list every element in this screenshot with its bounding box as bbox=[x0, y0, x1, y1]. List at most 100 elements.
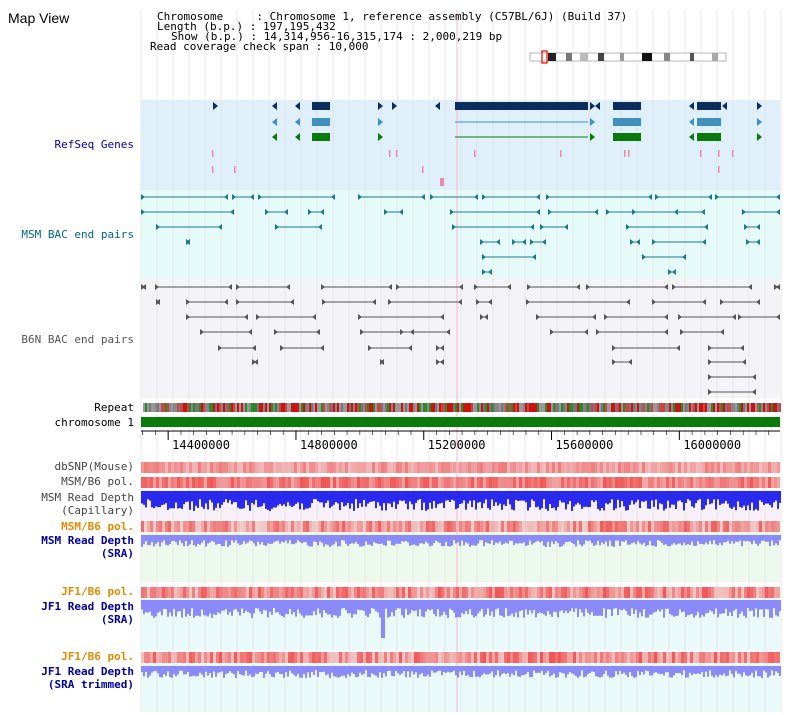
heat-cell bbox=[768, 477, 771, 488]
jf1-depth-trim-label[interactable]: JF1 Read Depth bbox=[41, 665, 134, 678]
chromosome-label[interactable]: chromosome 1 bbox=[54, 416, 134, 429]
msm-b6-pol-label-1[interactable]: MSM/B6 pol. bbox=[61, 475, 134, 488]
heat-cell bbox=[204, 587, 207, 598]
depth-bar bbox=[757, 666, 759, 677]
heat-cell bbox=[765, 521, 768, 532]
dbsnp-label[interactable]: dbSNP(Mouse) bbox=[54, 460, 134, 473]
depth-bar bbox=[747, 600, 749, 609]
depth-bar bbox=[207, 666, 209, 676]
heat-cell bbox=[696, 521, 699, 532]
repeat-block bbox=[697, 403, 699, 412]
depth-bar bbox=[457, 666, 459, 678]
heat-cell bbox=[552, 462, 555, 473]
msm-b6-pol-label-2[interactable]: MSM/B6 pol. bbox=[61, 520, 134, 533]
heat-cell bbox=[315, 462, 318, 473]
heat-cell bbox=[246, 521, 249, 532]
bac-end bbox=[452, 224, 456, 230]
depth-bar bbox=[669, 535, 671, 547]
jf1-b6-pol-label-1[interactable]: JF1/B6 pol. bbox=[61, 585, 134, 598]
heat-cell bbox=[195, 652, 198, 663]
heat-cell bbox=[777, 477, 780, 488]
depth-bar bbox=[347, 666, 349, 675]
depth-bar bbox=[323, 666, 325, 672]
depth-bar bbox=[561, 491, 563, 503]
bac-end bbox=[252, 345, 256, 351]
heat-cell bbox=[183, 477, 186, 488]
depth-bar bbox=[597, 491, 599, 509]
repeat-block bbox=[297, 403, 299, 412]
heat-cell bbox=[732, 521, 735, 532]
depth-bar bbox=[191, 666, 193, 677]
heat-cell bbox=[636, 652, 639, 663]
msm-depth-sra-label[interactable]: MSM Read Depth bbox=[41, 534, 134, 547]
heat-cell bbox=[348, 521, 351, 532]
heat-cell bbox=[525, 477, 528, 488]
depth-bar bbox=[159, 535, 161, 547]
jf1-b6-pol-label-2[interactable]: JF1/B6 pol. bbox=[61, 650, 134, 663]
heat-cell bbox=[624, 652, 627, 663]
depth-bar bbox=[227, 535, 229, 547]
bac-end bbox=[756, 224, 760, 230]
heat-cell bbox=[672, 477, 675, 488]
repeat-label[interactable]: Repeat bbox=[94, 401, 134, 414]
heat-cell bbox=[375, 477, 378, 488]
heat-cell bbox=[726, 477, 729, 488]
msm-depth-cap-label[interactable]: MSM Read Depth bbox=[41, 491, 134, 504]
depth-bar bbox=[201, 491, 203, 507]
heat-cell bbox=[753, 477, 756, 488]
bac-end bbox=[440, 345, 444, 351]
depth-bar bbox=[637, 600, 639, 618]
heat-cell bbox=[186, 652, 189, 663]
depth-bar bbox=[151, 666, 153, 673]
depth-bar bbox=[457, 491, 459, 509]
depth-bar bbox=[691, 491, 693, 507]
heat-cell bbox=[483, 477, 486, 488]
repeat-block bbox=[721, 403, 723, 412]
heat-cell bbox=[156, 462, 159, 473]
heat-cell bbox=[501, 587, 504, 598]
depth-bar bbox=[297, 535, 299, 541]
depth-bar bbox=[161, 666, 163, 678]
heat-cell bbox=[393, 521, 396, 532]
depth-bar bbox=[517, 600, 519, 618]
heat-cell bbox=[522, 477, 525, 488]
heat-cell bbox=[501, 477, 504, 488]
heat-cell bbox=[360, 521, 363, 532]
heat-cell bbox=[624, 477, 627, 488]
depth-bar bbox=[419, 666, 421, 675]
heat-cell bbox=[444, 462, 447, 473]
heat-cell bbox=[291, 521, 294, 532]
heat-cell bbox=[225, 462, 228, 473]
jf1-depth-sra-label[interactable]: JF1 Read Depth bbox=[41, 600, 134, 613]
depth-bar bbox=[389, 535, 391, 541]
depth-bar bbox=[145, 535, 147, 542]
bac-end bbox=[458, 299, 462, 305]
depth-bar bbox=[383, 600, 385, 638]
depth-bar bbox=[723, 600, 725, 614]
depth-bar bbox=[593, 600, 595, 616]
depth-bar bbox=[211, 666, 213, 678]
depth-bar bbox=[757, 491, 759, 511]
bac-end bbox=[480, 239, 484, 245]
heat-cell bbox=[723, 587, 726, 598]
depth-bar bbox=[289, 535, 291, 541]
heat-cell bbox=[627, 462, 630, 473]
heat-cell bbox=[477, 521, 480, 532]
refseq-genes-label[interactable]: RefSeq Genes bbox=[54, 138, 134, 151]
heat-cell bbox=[438, 521, 441, 532]
depth-bar bbox=[377, 600, 379, 613]
repeat-block bbox=[157, 403, 159, 412]
b6n-bac-label[interactable]: B6N BAC end pairs bbox=[21, 333, 134, 346]
bac-end bbox=[488, 299, 492, 305]
msm-bac-label[interactable]: MSM BAC end pairs bbox=[21, 228, 134, 241]
depth-bar bbox=[275, 666, 277, 673]
heat-cell bbox=[567, 587, 570, 598]
depth-bar bbox=[239, 535, 241, 546]
heat-cell bbox=[186, 477, 189, 488]
depth-bar bbox=[747, 491, 749, 506]
depth-bar bbox=[635, 535, 637, 545]
depth-bar bbox=[427, 600, 429, 610]
heat-cell bbox=[258, 462, 261, 473]
depth-bar bbox=[531, 600, 533, 614]
